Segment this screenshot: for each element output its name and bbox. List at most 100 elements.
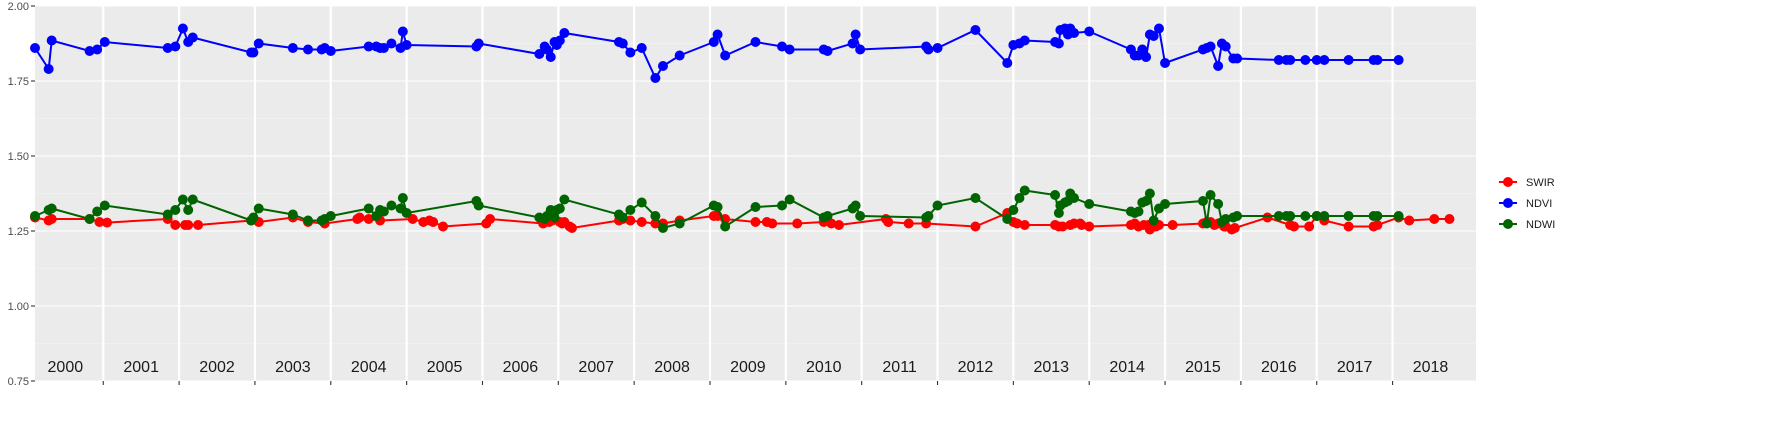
data-point-ndwi [1319,211,1330,221]
data-point-ndwi [777,200,788,211]
data-point-ndvi [303,44,314,55]
data-point-ndwi [1050,190,1061,200]
data-point-ndwi [1311,211,1322,221]
year-label: 2008 [654,359,690,376]
data-point-ndwi [1300,211,1311,221]
data-point-ndvi [1002,58,1013,68]
legend-key-marker [1503,198,1513,208]
data-point-swir [354,212,365,223]
data-point-ndwi [363,203,374,214]
data-point-ndvi [1220,41,1231,52]
data-point-ndvi [1311,55,1322,65]
data-point-ndvi [777,41,788,52]
data-point-ndvi [657,61,668,71]
year-label: 2006 [503,359,539,376]
data-point-ndvi [708,37,719,47]
data-point-ndvi [1053,38,1064,49]
data-point-ndwi [378,206,389,217]
data-point-ndwi [1343,211,1354,221]
data-point-ndvi [1343,55,1354,65]
y-tick-label: 1.75 [8,76,29,88]
legend-key-marker [1503,219,1513,229]
data-point-ndwi [850,200,861,211]
year-label: 2014 [1109,359,1145,376]
data-point-ndwi [554,203,565,214]
year-label: 2007 [578,359,614,376]
data-point-ndvi [625,47,636,58]
data-point-ndwi [1285,211,1296,221]
data-point-ndvi [541,44,552,55]
data-point-ndvi [170,41,181,52]
data-point-ndwi [1160,199,1171,209]
data-point-ndvi [850,29,861,40]
data-point-ndwi [1008,205,1019,215]
data-point-swir [1084,221,1095,232]
data-point-ndwi [1232,211,1243,221]
data-point-ndwi [325,211,336,221]
data-point-swir [1404,215,1415,226]
y-tick-label: 1.00 [8,301,29,313]
data-point-ndwi [559,194,570,205]
data-point-swir [636,217,647,227]
data-point-ndwi [99,200,110,211]
data-point-swir [833,220,844,230]
data-point-ndvi [43,64,54,74]
legend-label: SWIR [1526,177,1555,189]
data-point-ndvi [30,43,40,53]
data-point-ndvi [187,32,198,43]
data-point-ndwi [674,218,685,229]
data-point-ndwi [386,200,397,211]
y-tick-label: 1.50 [8,151,29,163]
year-labels: 2000 2001 2002 2003 2004 2005 2006 2007 2008 2009… [48,359,1449,376]
year-label: 2010 [806,359,842,376]
data-point-ndwi [1205,190,1216,200]
data-point-ndvi [253,38,264,49]
data-point-ndwi [1372,211,1383,221]
data-point-ndvi [99,37,110,47]
data-point-ndvi [386,38,397,49]
data-point-ndwi [84,214,95,224]
data-point-ndvi [1232,53,1243,64]
data-point-ndvi [822,46,833,56]
data-point-swir [94,217,105,227]
data-point-ndwi [162,209,173,220]
data-point-ndvi [720,50,731,61]
data-point-ndwi [170,205,181,215]
year-label: 2000 [48,359,84,376]
data-point-ndvi [363,41,374,52]
year-label: 2002 [199,359,235,376]
data-point-ndvi [397,26,408,37]
data-point-ndwi [1197,196,1208,206]
data-point-ndwi [187,194,198,205]
data-point-ndwi [253,203,264,214]
data-point-ndvi [1160,58,1171,68]
data-point-ndvi [1285,55,1296,65]
data-point-ndvi [1393,55,1404,65]
data-point-swir [1429,214,1440,224]
data-point-ndvi [1213,61,1224,71]
data-point-ndwi [303,215,314,226]
data-point-ndwi [636,197,647,208]
y-tick-label: 0.75 [8,376,29,388]
data-point-ndvi [248,47,259,58]
data-point-ndwi [287,209,298,220]
y-tick-label: 2.00 [8,1,29,13]
data-point-ndwi [822,211,833,221]
data-point-ndwi [657,223,668,233]
data-point-ndvi [554,35,565,46]
data-point-ndwi [1393,211,1404,221]
gridlines [35,5,1476,382]
data-point-swir [826,218,837,229]
data-point-swir [1076,220,1087,230]
data-point-ndvi [378,43,389,53]
data-point-swir [46,214,57,224]
data-point-swir [792,218,803,229]
data-point-swir [767,218,778,229]
year-label: 2017 [1337,359,1373,376]
data-point-swir [193,220,204,230]
year-label: 2005 [427,359,463,376]
data-point-ndvi [1300,55,1311,65]
data-point-ndvi [1372,55,1383,65]
data-point-ndwi [750,202,761,212]
